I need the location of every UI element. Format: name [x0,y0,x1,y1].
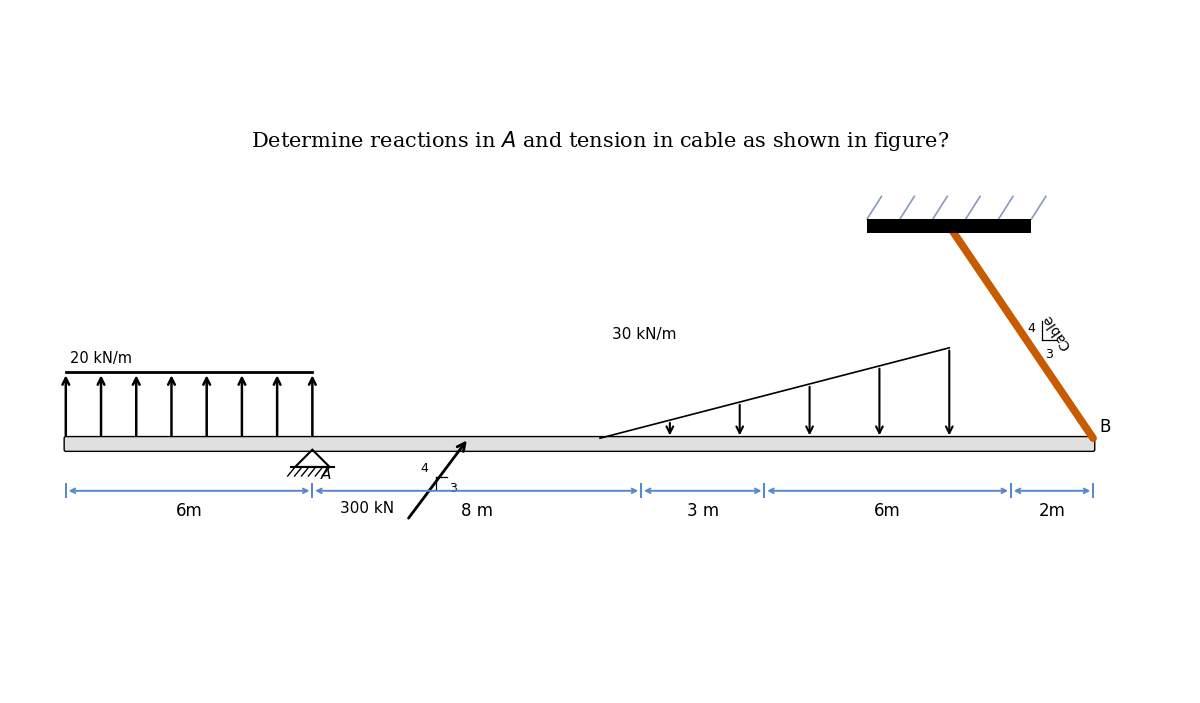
Text: 4: 4 [420,462,428,475]
Text: 20 kN/m: 20 kN/m [70,352,132,366]
Text: 3 m: 3 m [686,503,719,520]
FancyBboxPatch shape [64,437,1094,451]
Text: 2m: 2m [1038,503,1066,520]
Text: 6m: 6m [875,503,901,520]
Text: Determine reactions in $\mathit{A}$ and tension in cable as shown in figure?: Determine reactions in $\mathit{A}$ and … [251,129,949,153]
Text: 8 m: 8 m [461,503,493,520]
Text: $A$: $A$ [319,466,332,482]
Text: B: B [1099,418,1111,436]
Text: Cable: Cable [1039,311,1074,352]
Bar [868,219,1032,233]
Text: 6m: 6m [175,503,203,520]
Text: 30 kN/m: 30 kN/m [612,327,677,342]
Text: 3: 3 [1045,348,1052,361]
Text: 3: 3 [449,482,457,495]
Text: 300 kN: 300 kN [341,501,395,516]
Text: 4: 4 [1027,322,1036,335]
